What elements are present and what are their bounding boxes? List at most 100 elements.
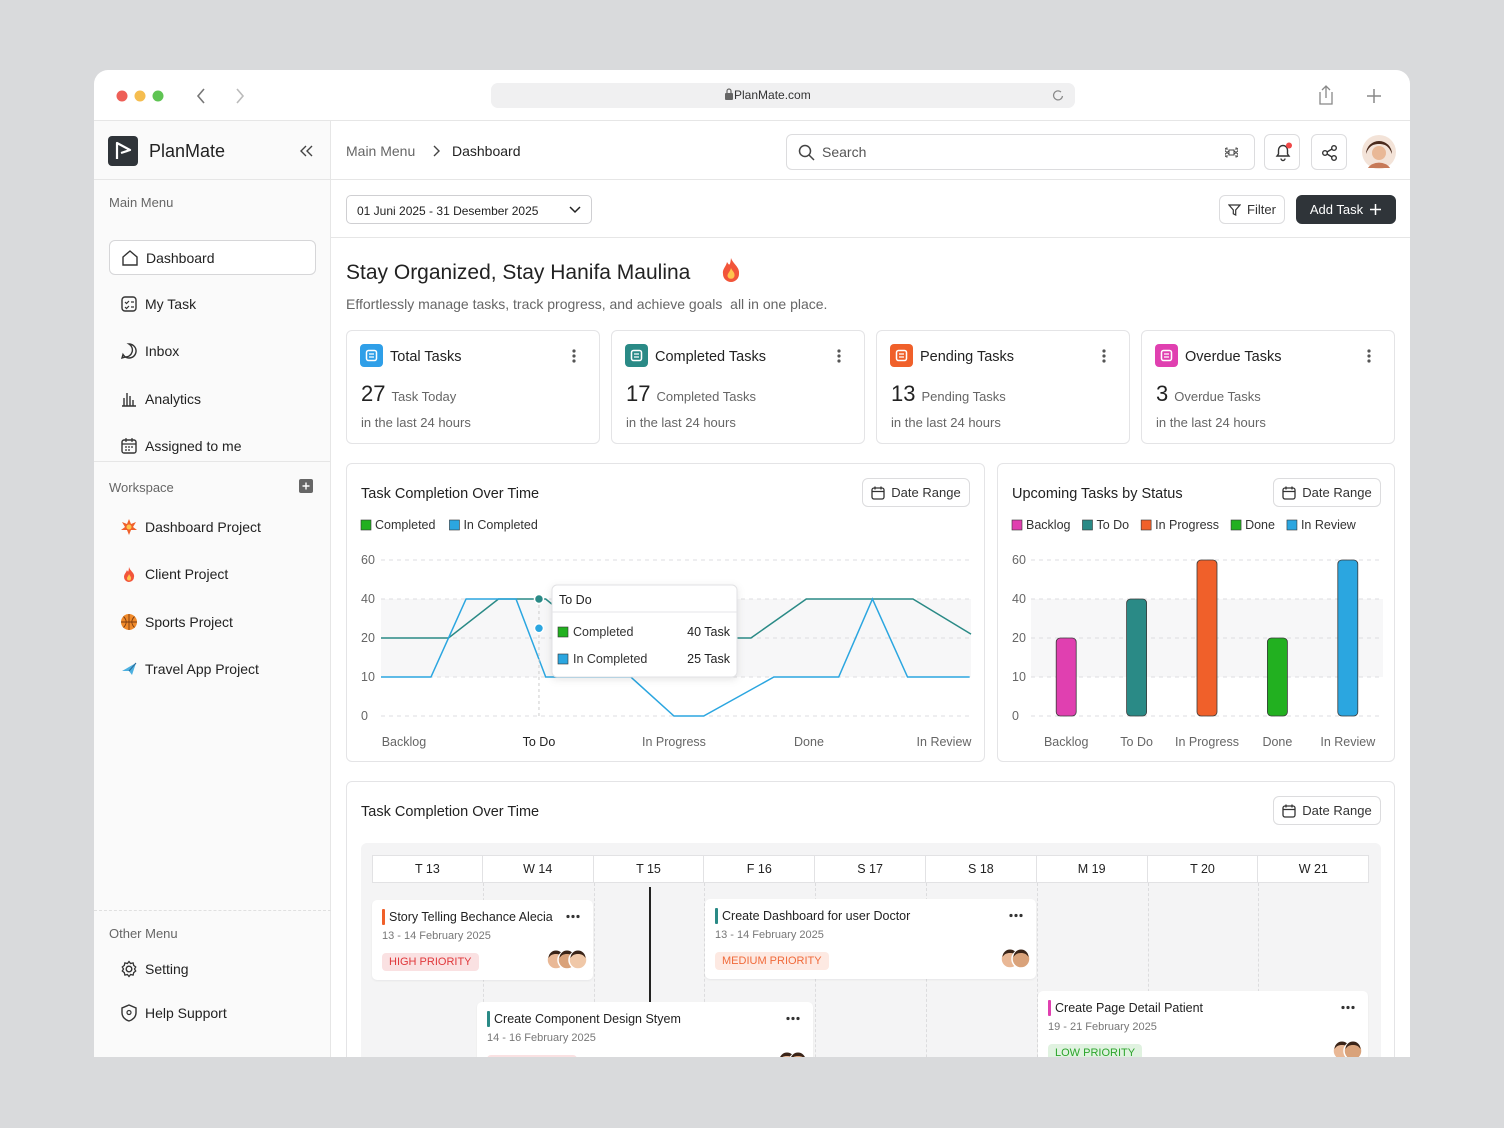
priority-badge: LOW PRIORITY xyxy=(1048,1044,1143,1057)
zoom-dot[interactable] xyxy=(152,90,164,102)
share-icon xyxy=(1322,145,1337,161)
workspace-label: Travel App Project xyxy=(145,660,259,677)
x-tick-label: Done xyxy=(794,735,824,749)
stat-card: Total Tasks 27 Task Today in the last 24 ho… xyxy=(346,330,600,444)
tooltip-value: 40 Task xyxy=(687,625,731,639)
filter-button[interactable]: Filter xyxy=(1219,195,1285,224)
stat-icon xyxy=(1155,344,1178,367)
add-task-button[interactable]: Add Task xyxy=(1296,195,1396,224)
more-icon xyxy=(1367,349,1371,363)
add-workspace-icon[interactable] xyxy=(299,479,313,493)
browser-window: PlanMate.com PlanMate Main Menu Workspac… xyxy=(94,70,1410,1057)
url-bar[interactable] xyxy=(491,83,1075,108)
y-tick-label: 40 xyxy=(361,592,375,606)
close-dot[interactable] xyxy=(116,90,128,102)
workspace-item[interactable]: Travel App Project xyxy=(109,652,316,687)
menu-icon xyxy=(122,392,136,407)
task-card[interactable]: Create Page Detail Patient 19 - 21 Februa… xyxy=(1038,991,1368,1057)
date-range-label: Date Range xyxy=(1302,485,1372,500)
back-icon[interactable] xyxy=(196,88,205,104)
breadcrumb-parent[interactable]: Main Menu xyxy=(346,143,416,159)
workspace-item[interactable]: Sports Project xyxy=(109,605,316,640)
stat-line: 13 Pending Tasks xyxy=(891,381,1006,407)
add-task-label: Add Task xyxy=(1309,202,1364,217)
menu-label: Inbox xyxy=(145,343,180,360)
x-tick-label: Backlog xyxy=(1044,735,1089,749)
greeting-title: Stay Organized, Stay Hanifa Maulina xyxy=(346,261,691,284)
divider xyxy=(94,461,331,462)
more-icon xyxy=(572,349,576,363)
stat-glyph xyxy=(365,349,378,362)
stat-note: in the last 24 hours xyxy=(361,415,471,430)
menu-item[interactable]: Dashboard xyxy=(109,240,316,275)
priority-badge xyxy=(487,1055,577,1057)
day-column-line xyxy=(704,883,706,1057)
filter-label: Filter xyxy=(1247,202,1276,217)
search-icon xyxy=(798,144,815,161)
date-range-button[interactable]: Date Range xyxy=(1273,796,1381,825)
stat-card: Pending Tasks 13 Pending Tasks in the last … xyxy=(876,330,1130,444)
menu-item[interactable]: Help Support xyxy=(109,996,316,1031)
stat-title: Pending Tasks xyxy=(920,349,1015,365)
legend-label: Completed xyxy=(375,518,435,532)
legend-swatch xyxy=(1082,519,1093,531)
task-accent xyxy=(382,909,385,925)
flame-emoji xyxy=(722,258,740,282)
sidebar: PlanMate Main Menu Workspace Other Menu … xyxy=(94,121,331,1057)
legend-swatch xyxy=(1011,519,1023,531)
workspace-item[interactable]: Client Project xyxy=(109,557,316,592)
search-box[interactable]: Search xyxy=(786,134,1255,170)
forward-icon[interactable] xyxy=(236,88,245,104)
new-tab-icon[interactable] xyxy=(1367,89,1381,103)
stat-value: 13 xyxy=(891,381,916,406)
workspace-label: Client Project xyxy=(145,566,229,583)
day-header: F 16 xyxy=(704,855,816,883)
user-avatar[interactable] xyxy=(1361,134,1397,170)
date-range-select[interactable]: 01 Juni 2025 - 31 Desember 2025 xyxy=(346,195,592,224)
menu-icon xyxy=(121,960,137,978)
task-accent xyxy=(1048,1000,1051,1016)
section-title: Main Menu xyxy=(109,195,174,210)
breadcrumb-current: Dashboard xyxy=(452,143,521,159)
stat-card: Overdue Tasks 3 Overdue Tasks in the last 2… xyxy=(1141,330,1395,444)
stat-line: 27 Task Today xyxy=(361,381,456,407)
stat-value: 17 xyxy=(626,381,651,406)
menu-item[interactable]: My Task xyxy=(109,287,316,322)
assignee-avatar xyxy=(568,950,588,970)
date-range-button[interactable]: Date Range xyxy=(862,478,970,507)
line-chart: 60 40 20 10 0 Backlog To Do In Progress Done In R… xyxy=(360,518,972,749)
more-icon xyxy=(1102,349,1106,363)
menu-label: Setting xyxy=(145,961,189,977)
priority-badge: HIGH PRIORITY xyxy=(382,953,479,971)
task-card[interactable]: Create Dashboard for user Doctor 13 - 14 … xyxy=(705,899,1036,979)
browser-controls xyxy=(116,83,1381,108)
share-button[interactable] xyxy=(1311,134,1347,170)
minimize-dot[interactable] xyxy=(134,90,146,102)
notification-button[interactable] xyxy=(1264,134,1300,170)
menu-item[interactable]: Setting xyxy=(109,952,316,987)
share-icon[interactable] xyxy=(1319,85,1333,105)
day-column-line xyxy=(1147,883,1149,1057)
stat-note: in the last 24 hours xyxy=(891,415,1001,430)
x-tick-label: In Progress xyxy=(1175,735,1239,749)
stat-glyph xyxy=(895,349,908,362)
menu-item[interactable]: Inbox xyxy=(109,334,316,369)
workspace-icon xyxy=(124,567,135,583)
timeline-area: T 13 W 14 T 15 F 16 S 17 S 18 M 19 T 20 W 21 Stor… xyxy=(361,843,1381,1057)
workspace-icon xyxy=(121,519,137,535)
date-range-button[interactable]: Date Range xyxy=(1273,478,1381,507)
tooltip-box xyxy=(551,584,738,678)
workspace-item[interactable]: Dashboard Project xyxy=(109,510,316,545)
reload-icon[interactable] xyxy=(1052,90,1064,101)
calendar-icon xyxy=(1282,486,1296,500)
menu-item[interactable]: Analytics xyxy=(109,382,316,417)
collapse-icon[interactable] xyxy=(300,145,314,157)
task-card[interactable]: Story Telling Bechance Alecia 13 - 14 Feb… xyxy=(372,900,593,980)
task-card[interactable]: Create Component Design Styem 14 - 16 Feb… xyxy=(477,1002,813,1057)
task-title: Create Component Design Styem xyxy=(494,1012,681,1026)
legend-swatch xyxy=(360,519,372,531)
y-tick-label: 10 xyxy=(361,670,375,684)
menu-item[interactable]: Assigned to me xyxy=(109,429,316,464)
search-placeholder: Search xyxy=(822,144,867,160)
